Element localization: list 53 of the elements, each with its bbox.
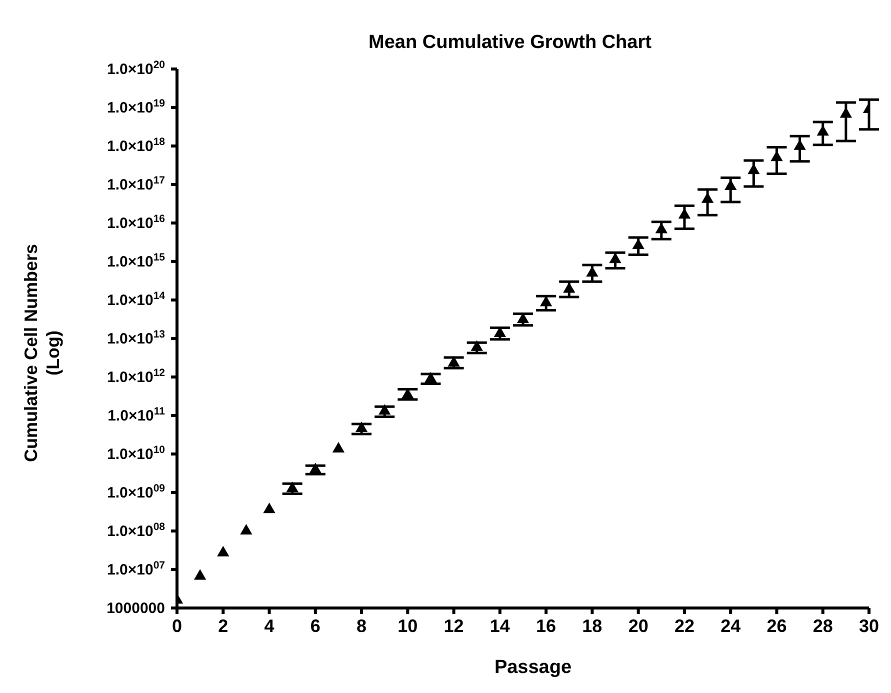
point — [632, 238, 644, 250]
point — [840, 107, 852, 118]
y-tick-label: 1.0×10$^{16}$ — [107, 213, 166, 232]
chart-title: Mean Cumulative Growth Chart — [368, 32, 652, 53]
x-tick-label: 30 — [858, 616, 880, 636]
point — [355, 421, 368, 432]
y-tick-label: 1.0×10$^{20}$ — [107, 59, 166, 78]
y-tick-label: 1.0×10$^{18}$ — [107, 136, 166, 155]
point — [240, 524, 252, 535]
point — [217, 546, 230, 556]
x-tick-label: 12 — [444, 616, 464, 636]
point — [655, 222, 668, 234]
x-tick-label: 0 — [172, 616, 182, 636]
point — [424, 372, 437, 382]
x-tick-label: 16 — [536, 616, 556, 636]
point — [309, 462, 322, 474]
y-tick-label: 1.0×10$^{19}$ — [107, 98, 166, 116]
y-tick-label: 1.0×10$^{11}$ — [108, 406, 166, 424]
x-tick-label: 22 — [674, 616, 694, 636]
y-tick-label: 1.0×10$^{09}$ — [107, 482, 166, 502]
x-tick-label: 18 — [582, 616, 602, 636]
y-tick-label: 1.0×10$^{10}$ — [107, 444, 166, 463]
point — [286, 482, 298, 492]
x-tick-label: 4 — [264, 616, 274, 636]
y-tick-label: 1.0×10$^{08}$ — [107, 521, 166, 540]
y-tick-label: 1.0×10$^{07}$ — [107, 560, 166, 578]
y-tick-label: 1.0×10$^{13}$ — [107, 328, 166, 348]
y-tick-label: 1000000 — [106, 600, 165, 617]
point — [586, 266, 598, 277]
point — [816, 125, 829, 136]
x-tick-label: 2 — [218, 616, 228, 636]
x-tick-label: 26 — [766, 616, 787, 636]
y-tick-label: 1.0×10$^{12}$ — [107, 367, 166, 386]
x-tick-label: 28 — [812, 616, 833, 636]
x-tick-label: 14 — [490, 616, 510, 636]
x-axis-title: Passage — [494, 657, 572, 678]
point — [448, 356, 460, 367]
y-tick-label: 1.0×10$^{17}$ — [107, 174, 166, 194]
x-tick-label: 24 — [720, 616, 741, 636]
y-axis-title: Cumulative Cell Numbers (Log) — [21, 244, 63, 462]
x-tick-label: 8 — [356, 616, 367, 636]
point — [470, 340, 483, 351]
point — [263, 502, 276, 514]
point — [748, 164, 760, 174]
point — [194, 569, 206, 580]
y-tick-label: 1.0×10$^{15}$ — [107, 252, 166, 270]
point — [332, 442, 345, 452]
point — [678, 208, 691, 219]
x-tick-label: 10 — [398, 616, 418, 636]
y-tick-label: 1.0×10$^{14}$ — [107, 290, 166, 309]
x-tick-label: 6 — [310, 616, 320, 636]
x-tick-label: 20 — [628, 616, 648, 636]
point — [378, 404, 391, 415]
